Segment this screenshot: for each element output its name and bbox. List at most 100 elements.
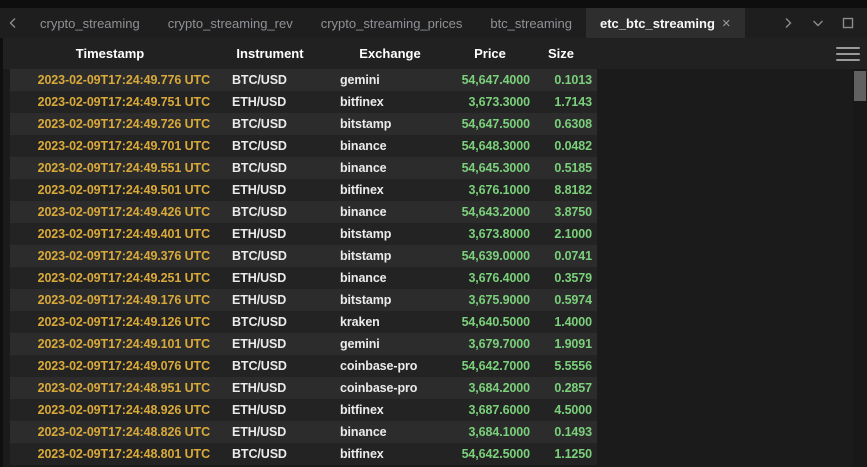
- cell-timestamp: 2023-02-09T17:24:49.726 UTC: [37, 117, 210, 131]
- table-row[interactable]: 2023-02-09T17:24:48.801 UTC BTC/USD bitf…: [10, 443, 597, 465]
- cell-instrument: BTC/USD: [232, 117, 287, 131]
- tab-label: crypto_streaming_rev: [167, 15, 293, 31]
- cell-timestamp: 2023-02-09T17:24:49.176 UTC: [37, 293, 210, 307]
- cell-timestamp: 2023-02-09T17:24:49.076 UTC: [37, 359, 210, 373]
- table-row[interactable]: 2023-02-09T17:24:49.076 UTC BTC/USD coin…: [10, 355, 597, 377]
- cell-instrument: ETH/USD: [232, 403, 287, 417]
- column-header-timestamp[interactable]: Timestamp: [75, 46, 145, 61]
- cell-size: 0.1493: [554, 425, 592, 439]
- tab-etc_btc_streaming[interactable]: etc_btc_streaming ×: [586, 8, 745, 38]
- cell-instrument: ETH/USD: [232, 425, 287, 439]
- cell-price: 54,645.3000: [461, 161, 530, 175]
- column-header-instrument[interactable]: Instrument: [236, 46, 304, 61]
- cell-size: 0.6308: [554, 117, 592, 131]
- cell-price: 3,675.9000: [468, 293, 530, 307]
- table-row[interactable]: 2023-02-09T17:24:49.701 UTC BTC/USD bina…: [10, 135, 597, 157]
- cell-exchange: bitfinex: [340, 447, 384, 461]
- cell-size: 0.2857: [554, 381, 592, 395]
- cell-price: 3,676.4000: [468, 271, 530, 285]
- column-header-size[interactable]: Size: [547, 46, 574, 61]
- vertical-scrollbar-thumb[interactable]: [854, 71, 866, 101]
- tab-btc_streaming[interactable]: btc_streaming: [476, 8, 586, 38]
- cell-instrument: ETH/USD: [232, 293, 287, 307]
- cell-price: 3,687.6000: [468, 403, 530, 417]
- cell-size: 1.1250: [554, 447, 592, 461]
- window-top-strip: [0, 0, 867, 8]
- cell-exchange: coinbase-pro: [340, 359, 418, 373]
- cell-instrument: ETH/USD: [232, 227, 287, 241]
- cell-exchange: binance: [340, 139, 387, 153]
- chevron-left-icon: [9, 18, 16, 28]
- cell-size: 4.5000: [554, 403, 592, 417]
- tabs-scroll-right-button[interactable]: [777, 12, 799, 34]
- cell-instrument: BTC/USD: [232, 73, 287, 87]
- cell-price: 3,684.2000: [468, 381, 530, 395]
- cell-instrument: ETH/USD: [232, 183, 287, 197]
- tab-crypto_streaming_prices[interactable]: crypto_streaming_prices: [307, 8, 477, 38]
- table-row[interactable]: 2023-02-09T17:24:49.776 UTC BTC/USD gemi…: [10, 69, 597, 91]
- cell-exchange: coinbase-pro: [340, 381, 418, 395]
- tab-label: crypto_streaming_prices: [320, 15, 463, 31]
- cell-timestamp: 2023-02-09T17:24:49.426 UTC: [37, 205, 210, 219]
- cell-exchange: gemini: [340, 337, 380, 351]
- table-row[interactable]: 2023-02-09T17:24:49.751 UTC ETH/USD bitf…: [10, 91, 597, 113]
- maximize-square-icon: [842, 17, 854, 29]
- tabs-scroll-left-button[interactable]: [0, 8, 26, 38]
- table-row[interactable]: 2023-02-09T17:24:49.401 UTC ETH/USD bits…: [10, 223, 597, 245]
- panel-maximize-button[interactable]: [837, 12, 859, 34]
- table-row[interactable]: 2023-02-09T17:24:49.426 UTC BTC/USD bina…: [10, 201, 597, 223]
- column-header-exchange[interactable]: Exchange: [359, 46, 421, 61]
- table-header-row: Timestamp Instrument Exchange Price Size: [3, 38, 867, 69]
- table-row[interactable]: 2023-02-09T17:24:49.376 UTC BTC/USD bits…: [10, 245, 597, 267]
- cell-size: 3.8750: [554, 205, 592, 219]
- table-body: 2023-02-09T17:24:49.776 UTC BTC/USD gemi…: [3, 69, 867, 467]
- table-row[interactable]: 2023-02-09T17:24:49.551 UTC BTC/USD bina…: [10, 157, 597, 179]
- table-row[interactable]: 2023-02-09T17:24:49.726 UTC BTC/USD bits…: [10, 113, 597, 135]
- table-row[interactable]: 2023-02-09T17:24:48.951 UTC ETH/USD coin…: [10, 377, 597, 399]
- tab-label: crypto_streaming: [40, 15, 140, 31]
- table-row[interactable]: 2023-02-09T17:24:49.176 UTC ETH/USD bits…: [10, 289, 597, 311]
- cell-price: 3,673.8000: [468, 227, 530, 241]
- table-row[interactable]: 2023-02-09T17:24:49.126 UTC BTC/USD krak…: [10, 311, 597, 333]
- hamburger-menu-icon: [836, 46, 860, 49]
- cell-exchange: bitfinex: [340, 95, 384, 109]
- tab-crypto_streaming[interactable]: crypto_streaming: [26, 8, 154, 38]
- cell-size: 0.0741: [554, 249, 592, 263]
- cell-timestamp: 2023-02-09T17:24:48.801 UTC: [37, 447, 210, 461]
- cell-timestamp: 2023-02-09T17:24:49.701 UTC: [37, 139, 210, 153]
- column-header-price[interactable]: Price: [474, 46, 506, 61]
- cell-instrument: BTC/USD: [232, 315, 287, 329]
- cell-instrument: BTC/USD: [232, 139, 287, 153]
- cell-exchange: binance: [340, 161, 387, 175]
- cell-size: 1.4000: [554, 315, 592, 329]
- table-row[interactable]: 2023-02-09T17:24:48.926 UTC ETH/USD bitf…: [10, 399, 597, 421]
- tab-bar: crypto_streaming crypto_streaming_rev cr…: [0, 8, 867, 38]
- chevron-right-icon: [785, 18, 792, 28]
- cell-exchange: binance: [340, 205, 387, 219]
- cell-instrument: BTC/USD: [232, 249, 287, 263]
- cell-exchange: bitstamp: [340, 249, 392, 263]
- cell-size: 1.7143: [554, 95, 592, 109]
- table-row[interactable]: 2023-02-09T17:24:49.101 UTC ETH/USD gemi…: [10, 333, 597, 355]
- cell-exchange: bitstamp: [340, 227, 392, 241]
- cell-timestamp: 2023-02-09T17:24:49.401 UTC: [37, 227, 210, 241]
- table-row[interactable]: 2023-02-09T17:24:49.251 UTC ETH/USD bina…: [10, 267, 597, 289]
- chevron-down-icon: [813, 20, 823, 27]
- tab-crypto_streaming_rev[interactable]: crypto_streaming_rev: [154, 8, 307, 38]
- table-menu-button[interactable]: [836, 46, 860, 62]
- cell-price: 54,642.7000: [461, 359, 530, 373]
- cell-price: 54,647.5000: [461, 117, 530, 131]
- table-row[interactable]: 2023-02-09T17:24:48.826 UTC ETH/USD bina…: [10, 421, 597, 443]
- vertical-scrollbar-track[interactable]: [853, 69, 867, 467]
- cell-price: 54,647.4000: [461, 73, 530, 87]
- table-row[interactable]: 2023-02-09T17:24:49.501 UTC ETH/USD bitf…: [10, 179, 597, 201]
- cell-price: 3,673.3000: [468, 95, 530, 109]
- cell-timestamp: 2023-02-09T17:24:49.776 UTC: [37, 73, 210, 87]
- cell-exchange: binance: [340, 425, 387, 439]
- cell-size: 0.1013: [554, 73, 592, 87]
- cell-instrument: ETH/USD: [232, 271, 287, 285]
- tab-close-icon[interactable]: ×: [721, 14, 731, 32]
- tabs-overflow-button[interactable]: [807, 12, 829, 34]
- cell-timestamp: 2023-02-09T17:24:49.501 UTC: [37, 183, 210, 197]
- cell-exchange: bitstamp: [340, 117, 392, 131]
